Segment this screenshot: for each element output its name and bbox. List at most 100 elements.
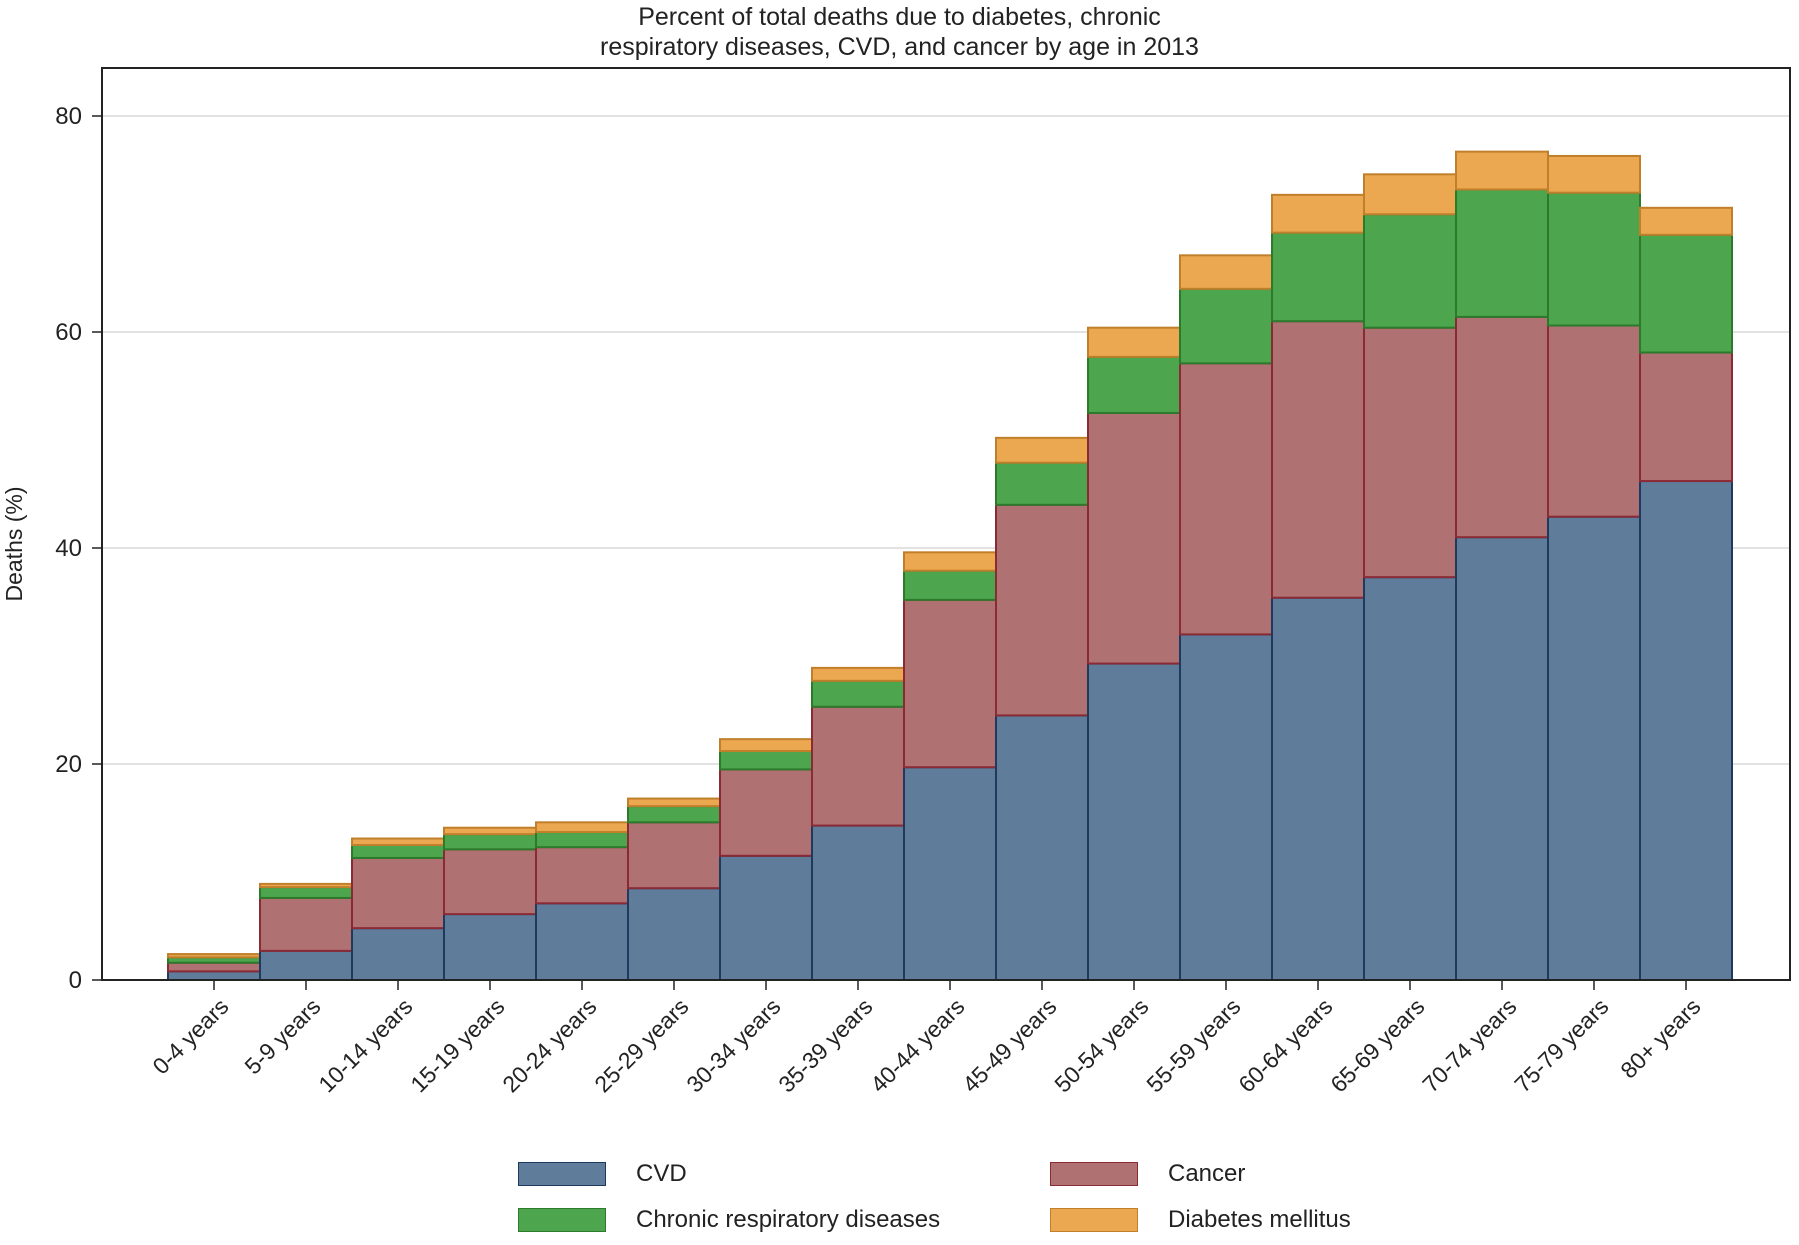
x-tick-label: 45-49 years <box>957 993 1061 1097</box>
legend-item: CVD <box>518 1160 687 1188</box>
x-tick-label: 65-69 years <box>1325 993 1429 1097</box>
bar-segment <box>1455 315 1549 539</box>
bar-segment <box>259 896 353 952</box>
chart-title: Percent of total deaths due to diabetes,… <box>0 2 1799 62</box>
bar-segment <box>535 846 629 905</box>
x-tick-label: 70-74 years <box>1417 993 1521 1097</box>
bar-segment <box>1547 154 1641 194</box>
bar-segment <box>995 714 1089 982</box>
bar-segment <box>1363 576 1457 981</box>
bar-segment <box>1455 188 1549 318</box>
x-tick-label: 20-24 years <box>497 993 601 1097</box>
x-tick-label: 40-44 years <box>865 993 969 1097</box>
bar-segment <box>443 848 537 916</box>
bar-segment <box>535 821 629 834</box>
x-tick-label: 50-54 years <box>1049 993 1153 1097</box>
bar-segment <box>1179 254 1273 290</box>
bar-segment <box>811 824 905 981</box>
bar-segment <box>1087 412 1181 665</box>
y-tick-label: 60 <box>55 319 82 346</box>
bar-segment <box>1639 233 1733 354</box>
bar-segment <box>167 961 261 973</box>
bar-segment <box>903 569 997 601</box>
bar-segment <box>719 768 813 857</box>
bar-segment <box>1179 362 1273 636</box>
bar-segment <box>1547 324 1641 518</box>
bar-segment <box>259 949 353 982</box>
legend-swatch <box>518 1162 606 1186</box>
x-tick-label: 25-29 years <box>589 993 693 1097</box>
bar-segment <box>811 679 905 708</box>
bar-segment <box>719 854 813 981</box>
bar-segment <box>903 598 997 769</box>
bar-segment <box>1363 173 1457 216</box>
bar-segment <box>1363 326 1457 579</box>
bar-segment <box>995 461 1089 506</box>
legend-swatch <box>1050 1162 1138 1186</box>
legend-label: CVD <box>636 1160 687 1187</box>
bar-segment <box>1179 287 1273 365</box>
legend-item: Diabetes mellitus <box>1050 1206 1351 1234</box>
x-tick-label: 5-9 years <box>239 993 325 1079</box>
bar-segment <box>1639 351 1733 483</box>
bar-segment <box>811 666 905 682</box>
bar-segment <box>995 436 1089 464</box>
bar-segment <box>995 503 1089 717</box>
y-tick-label: 40 <box>55 535 82 562</box>
bar-segment <box>1455 536 1549 981</box>
bar-segment <box>1639 480 1733 981</box>
bar-segment <box>1271 193 1365 234</box>
bar-segment <box>259 882 353 889</box>
legend-label: Chronic respiratory diseases <box>636 1206 941 1233</box>
bar-segment <box>627 805 721 824</box>
bar-segment <box>627 887 721 982</box>
bar-segment <box>1087 355 1181 414</box>
bar-segment <box>1271 231 1365 323</box>
bar-segment <box>1455 150 1549 191</box>
x-tick-label: 0-4 years <box>147 993 233 1079</box>
bar-segment <box>1179 633 1273 982</box>
bar-segment <box>627 821 721 890</box>
x-tick-label: 35-39 years <box>773 993 877 1097</box>
bar-segment <box>1087 326 1181 358</box>
bar-segment <box>443 913 537 981</box>
legend-swatch <box>1050 1208 1138 1232</box>
bar-segment <box>719 750 813 771</box>
bar-segment <box>259 886 353 899</box>
bar-segment <box>351 927 445 981</box>
x-tick-label: 55-59 years <box>1141 993 1245 1097</box>
legend-item: Cancer <box>1050 1160 1245 1188</box>
y-tick-label: 0 <box>69 967 82 994</box>
legend-label: Cancer <box>1168 1160 1246 1187</box>
legend-swatch <box>518 1208 606 1232</box>
bar-segment <box>811 705 905 827</box>
x-tick-label: 10-14 years <box>313 993 417 1097</box>
bar-segment <box>1087 662 1181 981</box>
bar-segment <box>1547 191 1641 327</box>
bar-segment <box>167 970 261 981</box>
bar-segment <box>351 837 445 847</box>
chart-title-line-1: Percent of total deaths due to diabetes,… <box>638 3 1161 31</box>
y-tick-label: 20 <box>55 751 82 778</box>
bar-segment <box>351 856 445 930</box>
bar-segment <box>1547 515 1641 981</box>
bar-segment <box>1271 320 1365 599</box>
bar-segment <box>535 902 629 982</box>
chart-title-line-2: respiratory diseases, CVD, and cancer by… <box>600 33 1199 61</box>
bar-segment <box>1639 206 1733 236</box>
bar-segment <box>719 738 813 753</box>
bar-segment <box>627 797 721 808</box>
bar-segment <box>1363 213 1457 329</box>
chart-legend: CVD Cancer Chronic respiratory diseases Dia… <box>0 1150 1799 1240</box>
bar-segment <box>903 766 997 981</box>
legend-item: Chronic respiratory diseases <box>518 1206 940 1234</box>
x-tick-label: 75-79 years <box>1509 993 1613 1097</box>
bar-segment <box>443 826 537 836</box>
y-tick-label: 80 <box>55 103 82 130</box>
bar-segment <box>351 844 445 859</box>
bar-segment <box>443 833 537 851</box>
plot-frame <box>101 67 1791 981</box>
legend-label: Diabetes mellitus <box>1168 1206 1351 1233</box>
